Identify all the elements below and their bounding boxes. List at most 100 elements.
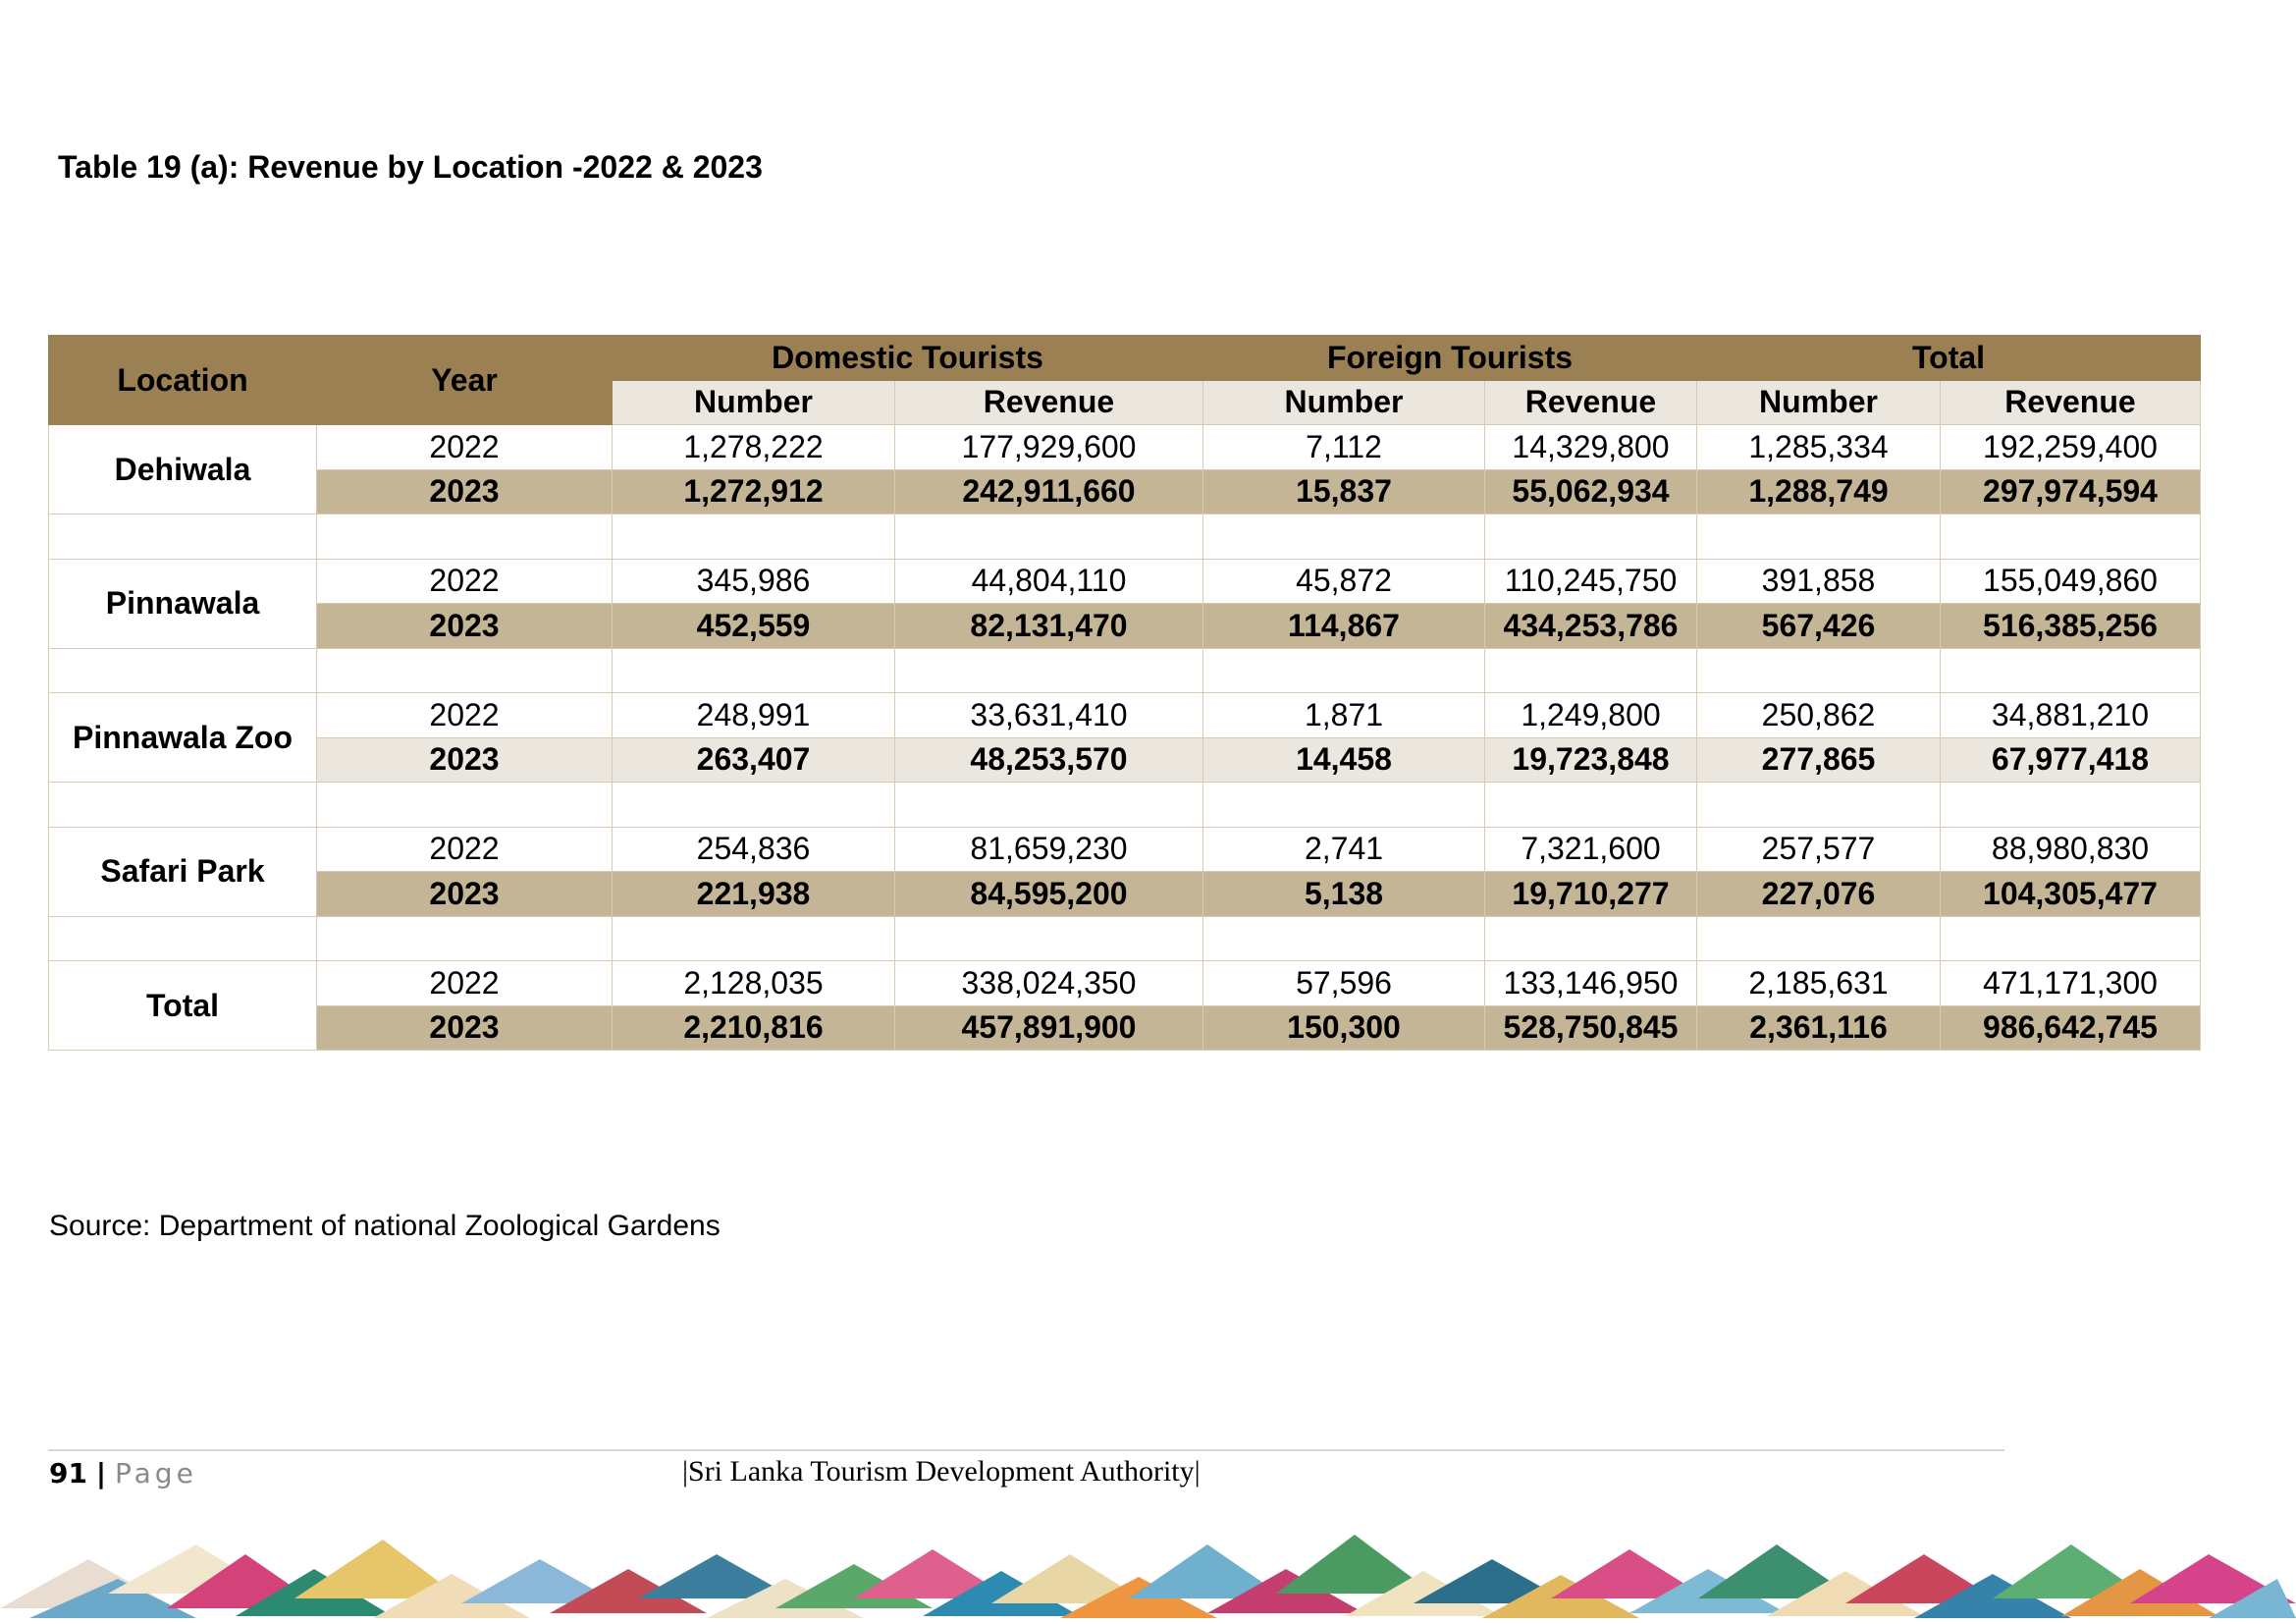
domestic-revenue-cell: 457,891,900 (894, 1004, 1203, 1051)
page-word: Page (115, 1457, 197, 1489)
domestic-number-cell: 221,938 (612, 871, 895, 917)
domestic-revenue-cell: 177,929,600 (894, 424, 1203, 470)
domestic-revenue-cell: 44,804,110 (894, 558, 1203, 604)
year-cell: 2022 (316, 692, 613, 738)
location-cell: Pinnawala Zoo (48, 692, 317, 783)
total-number-cell: 1,288,749 (1696, 468, 1941, 514)
year-cell: 2023 (316, 871, 613, 917)
header-total-number: Number (1696, 379, 1941, 425)
decorative-banner (0, 1500, 2296, 1624)
table-row: Safari Park 2022 254,836 81,659,230 2,74… (48, 826, 2201, 917)
spacer-row (48, 782, 2201, 828)
header-foreign-tourists: Foreign Tourists (1202, 335, 1697, 381)
domestic-revenue-cell: 81,659,230 (894, 826, 1203, 872)
domestic-revenue-cell: 33,631,410 (894, 692, 1203, 738)
table-row: Pinnawala Zoo 2022 248,991 33,631,410 1,… (48, 692, 2201, 783)
table-title: Table 19 (a): Revenue by Location -2022 … (58, 149, 763, 185)
foreign-revenue-cell: 434,253,786 (1484, 603, 1697, 649)
table-row: 2023 452,559 82,131,470 114,867 434,253,… (49, 603, 2201, 649)
page-number: 91 | Page (49, 1457, 197, 1489)
foreign-revenue-cell: 1,249,800 (1484, 692, 1697, 738)
year-cell: 2022 (316, 826, 613, 872)
foreign-number-cell: 150,300 (1202, 1004, 1485, 1051)
foreign-number-cell: 114,867 (1202, 603, 1485, 649)
total-number-cell: 391,858 (1696, 558, 1941, 604)
foreign-revenue-cell: 528,750,845 (1484, 1004, 1697, 1051)
page-separator: | (95, 1457, 107, 1489)
domestic-number-cell: 2,128,035 (612, 960, 895, 1006)
header-foreign-number: Number (1202, 379, 1485, 425)
foreign-revenue-cell: 133,146,950 (1484, 960, 1697, 1006)
total-number-cell: 2,185,631 (1696, 960, 1941, 1006)
header-total: Total (1696, 335, 2201, 381)
year-cell: 2022 (316, 960, 613, 1006)
total-number-cell: 277,865 (1696, 736, 1941, 783)
header-year: Year (316, 335, 613, 425)
location-cell: Safari Park (48, 826, 317, 917)
page-number-value: 91 (49, 1457, 87, 1489)
total-revenue-cell: 88,980,830 (1940, 826, 2201, 872)
footer-organization: |Sri Lanka Tourism Development Authority… (682, 1455, 1201, 1488)
total-revenue-cell: 155,049,860 (1940, 558, 2201, 604)
total-revenue-cell: 297,974,594 (1940, 468, 2201, 514)
foreign-number-cell: 2,741 (1202, 826, 1485, 872)
location-cell: Dehiwala (48, 424, 317, 514)
table-row: 2023 263,407 48,253,570 14,458 19,723,84… (49, 736, 2201, 783)
domestic-number-cell: 1,278,222 (612, 424, 895, 470)
header-domestic-number: Number (612, 379, 895, 425)
domestic-number-cell: 263,407 (612, 736, 895, 783)
total-revenue-cell: 986,642,745 (1940, 1004, 2201, 1051)
header-location: Location (48, 335, 317, 425)
foreign-number-cell: 45,872 (1202, 558, 1485, 604)
total-revenue-cell: 471,171,300 (1940, 960, 2201, 1006)
total-number-cell: 1,285,334 (1696, 424, 1941, 470)
total-revenue-cell: 67,977,418 (1940, 736, 2201, 783)
total-number-cell: 250,862 (1696, 692, 1941, 738)
domestic-number-cell: 1,272,912 (612, 468, 895, 514)
spacer-row (48, 915, 2201, 961)
foreign-revenue-cell: 7,321,600 (1484, 826, 1697, 872)
source-note: Source: Department of national Zoologica… (49, 1210, 721, 1242)
total-number-cell: 257,577 (1696, 826, 1941, 872)
spacer-row (48, 514, 2201, 560)
foreign-revenue-cell: 110,245,750 (1484, 558, 1697, 604)
table-row: 2023 2,210,816 457,891,900 150,300 528,7… (49, 1004, 2201, 1051)
domestic-revenue-cell: 242,911,660 (894, 468, 1203, 514)
total-number-cell: 2,361,116 (1696, 1004, 1941, 1051)
year-cell: 2022 (316, 424, 613, 470)
year-cell: 2023 (316, 603, 613, 649)
total-number-cell: 227,076 (1696, 871, 1941, 917)
total-revenue-cell: 192,259,400 (1940, 424, 2201, 470)
location-cell: Pinnawala (48, 558, 317, 649)
domestic-number-cell: 254,836 (612, 826, 895, 872)
table-row: Total 2022 2,128,035 338,024,350 57,596 … (48, 960, 2201, 1051)
header-domestic-tourists: Domestic Tourists (612, 335, 1203, 381)
year-cell: 2023 (316, 468, 613, 514)
domestic-number-cell: 345,986 (612, 558, 895, 604)
foreign-revenue-cell: 19,710,277 (1484, 871, 1697, 917)
footer-divider (48, 1449, 2004, 1451)
total-number-cell: 567,426 (1696, 603, 1941, 649)
domestic-number-cell: 452,559 (612, 603, 895, 649)
header-foreign-revenue: Revenue (1484, 379, 1697, 425)
spacer-row (48, 647, 2201, 693)
total-revenue-cell: 104,305,477 (1940, 871, 2201, 917)
foreign-number-cell: 15,837 (1202, 468, 1485, 514)
location-cell: Total (48, 960, 317, 1051)
table-row: 2023 221,938 84,595,200 5,138 19,710,277… (49, 871, 2201, 917)
total-revenue-cell: 34,881,210 (1940, 692, 2201, 738)
header-domestic-revenue: Revenue (894, 379, 1203, 425)
domestic-revenue-cell: 82,131,470 (894, 603, 1203, 649)
foreign-number-cell: 5,138 (1202, 871, 1485, 917)
domestic-revenue-cell: 48,253,570 (894, 736, 1203, 783)
table-row: Pinnawala 2022 345,986 44,804,110 45,872… (48, 558, 2201, 649)
domestic-number-cell: 248,991 (612, 692, 895, 738)
foreign-number-cell: 1,871 (1202, 692, 1485, 738)
table-row: 2023 1,272,912 242,911,660 15,837 55,062… (49, 468, 2201, 514)
header-total-revenue: Revenue (1940, 379, 2201, 425)
table-row: Dehiwala 2022 1,278,222 177,929,600 7,11… (48, 424, 2201, 514)
foreign-number-cell: 7,112 (1202, 424, 1485, 470)
foreign-number-cell: 57,596 (1202, 960, 1485, 1006)
foreign-revenue-cell: 55,062,934 (1484, 468, 1697, 514)
domestic-revenue-cell: 84,595,200 (894, 871, 1203, 917)
